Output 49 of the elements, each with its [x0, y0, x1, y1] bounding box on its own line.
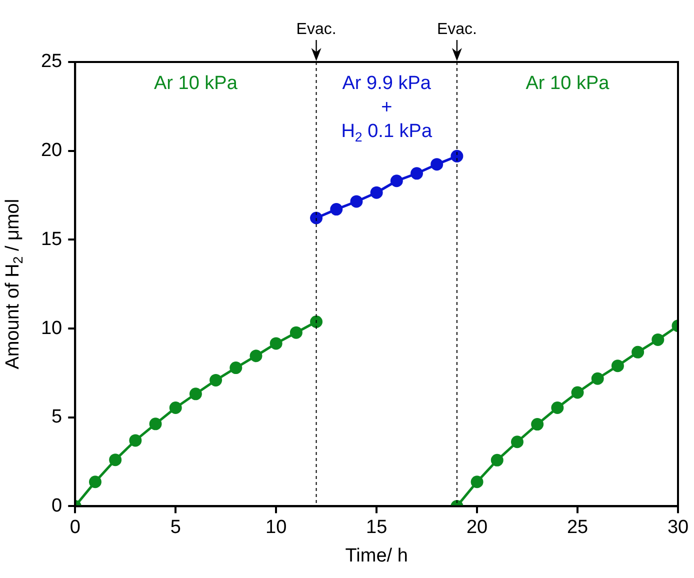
point: [551, 402, 564, 414]
x-tick-label: 15: [366, 516, 388, 538]
point: [510, 436, 524, 448]
x-tick-label: 30: [667, 516, 689, 538]
point: [632, 346, 644, 358]
point: [310, 212, 323, 224]
point: [470, 476, 484, 488]
x-tick-label: 20: [466, 516, 488, 538]
x-tick-label: 0: [70, 516, 80, 538]
point: [189, 388, 202, 400]
point: [290, 326, 302, 339]
point: [109, 454, 122, 466]
point: [430, 158, 444, 171]
y-tick-label: 5: [52, 406, 62, 428]
point: [591, 372, 604, 385]
point: [88, 476, 102, 488]
ref-line-label: Evac.: [436, 21, 477, 38]
point: [370, 186, 383, 199]
x-axis-title: Time/ h: [345, 545, 408, 566]
point: [571, 386, 584, 399]
y-tick-label: 0: [52, 495, 62, 516]
point: [531, 418, 544, 431]
ref-line-label: Evac.: [296, 21, 336, 38]
y-tick-label: 20: [40, 140, 62, 162]
x-tick-label: 25: [566, 516, 588, 538]
point: [310, 316, 323, 328]
point: [270, 337, 282, 350]
annotation: Ar 10 kPa: [154, 73, 238, 94]
x-tick-label: 10: [266, 516, 287, 538]
point: [611, 360, 624, 372]
y-tick-label: 10: [40, 318, 62, 339]
point: [450, 150, 464, 162]
point: [410, 167, 424, 180]
point: [250, 350, 262, 362]
x-tick-label: 5: [170, 516, 181, 538]
point: [210, 374, 222, 386]
point: [169, 402, 182, 414]
point: [390, 174, 403, 188]
y-axis-title: Amount of H2 / μmol: [2, 198, 26, 370]
point: [330, 203, 343, 216]
y-tick-label: 15: [40, 228, 62, 250]
point: [149, 418, 162, 430]
point: [129, 434, 142, 447]
point: [230, 362, 242, 374]
point: [490, 454, 504, 466]
point: [652, 333, 664, 346]
y-tick-label: 25: [40, 51, 62, 72]
annotation: Ar 10 kPa: [526, 73, 610, 94]
point: [350, 195, 363, 208]
